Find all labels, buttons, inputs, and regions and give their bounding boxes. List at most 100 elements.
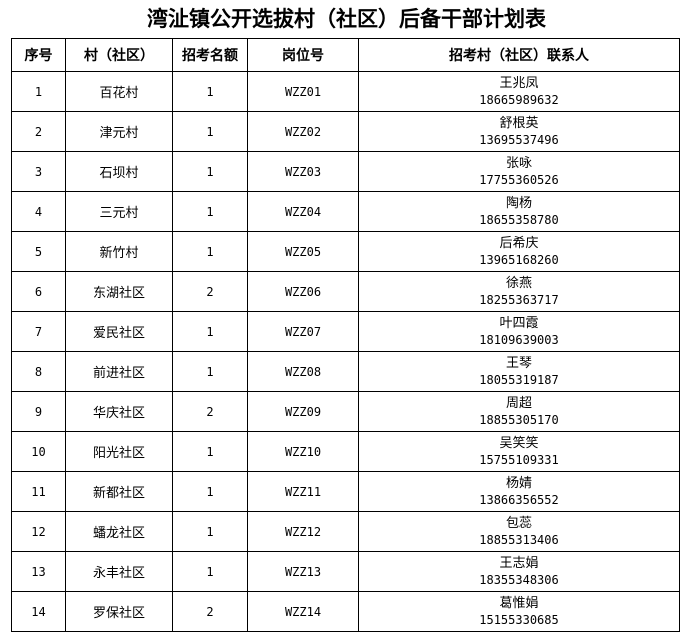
- table-row: 11 新都社区 1 WZZ11 杨婧 13866356552: [11, 471, 680, 512]
- cell-village: 爱民社区: [65, 311, 173, 352]
- cell-post: WZZ01: [247, 71, 359, 112]
- contact-phone: 13965168260: [479, 252, 559, 267]
- cell-contact: 叶四霞 18109639003: [358, 311, 680, 352]
- cell-contact: 陶杨 18655358780: [358, 191, 680, 232]
- contact-name: 张咏: [505, 155, 532, 171]
- table-row: 7 爱民社区 1 WZZ07 叶四霞 18109639003: [11, 311, 680, 352]
- cell-quota: 1: [172, 471, 248, 512]
- cell-quota: 2: [172, 271, 248, 312]
- header-village: 村（社区）: [65, 38, 173, 72]
- contact-phone: 18355348306: [479, 572, 559, 587]
- table-row: 6 东湖社区 2 WZZ06 徐燕 18255363717: [11, 271, 680, 312]
- cell-no: 9: [11, 391, 66, 432]
- table-row: 3 石坝村 1 WZZ03 张咏 17755360526: [11, 151, 680, 192]
- cell-post: WZZ13: [247, 551, 359, 592]
- contact-name: 后希庆: [499, 235, 539, 251]
- contact-phone: 13695537496: [479, 132, 559, 147]
- cell-no: 11: [11, 471, 66, 512]
- cell-village: 蟠龙社区: [65, 511, 173, 552]
- cell-quota: 1: [172, 111, 248, 152]
- cell-post: WZZ03: [247, 151, 359, 192]
- cell-no: 5: [11, 231, 66, 272]
- cell-quota: 1: [172, 71, 248, 112]
- cell-no: 4: [11, 191, 66, 232]
- contact-phone: 13866356552: [479, 492, 559, 507]
- cell-contact: 杨婧 13866356552: [358, 471, 680, 512]
- header-no: 序号: [11, 38, 66, 72]
- contact-name: 杨婧: [505, 475, 532, 491]
- cell-quota: 1: [172, 551, 248, 592]
- header-post: 岗位号: [247, 38, 359, 72]
- cell-quota: 1: [172, 151, 248, 192]
- contact-phone: 17755360526: [479, 172, 559, 187]
- cell-post: WZZ09: [247, 391, 359, 432]
- table-row: 2 津元村 1 WZZ02 舒根英 13695537496: [11, 111, 680, 152]
- contact-phone: 18855313406: [479, 532, 559, 547]
- contact-name: 叶四霞: [499, 315, 539, 331]
- cell-no: 7: [11, 311, 66, 352]
- cell-no: 6: [11, 271, 66, 312]
- cell-post: WZZ04: [247, 191, 359, 232]
- cell-post: WZZ05: [247, 231, 359, 272]
- contact-name: 王琴: [505, 355, 532, 371]
- cell-no: 14: [11, 591, 66, 632]
- cell-quota: 2: [172, 591, 248, 632]
- cell-no: 13: [11, 551, 66, 592]
- cell-contact: 王志娟 18355348306: [358, 551, 680, 592]
- cell-no: 3: [11, 151, 66, 192]
- cell-quota: 1: [172, 431, 248, 472]
- contact-name: 周超: [505, 395, 532, 411]
- cell-quota: 1: [172, 511, 248, 552]
- cell-quota: 1: [172, 191, 248, 232]
- contact-name: 陶杨: [505, 195, 532, 211]
- table-row: 12 蟠龙社区 1 WZZ12 包蕊 18855313406: [11, 511, 680, 552]
- document-title: 湾沚镇公开选拔村（社区）后备干部计划表: [147, 7, 546, 31]
- cell-village: 津元村: [65, 111, 173, 152]
- cell-contact: 吴笑笑 15755109331: [358, 431, 680, 472]
- contact-name: 王兆凤: [499, 75, 539, 91]
- cell-village: 华庆社区: [65, 391, 173, 432]
- cell-post: WZZ10: [247, 431, 359, 472]
- contact-phone: 18055319187: [479, 372, 559, 387]
- cell-post: WZZ12: [247, 511, 359, 552]
- contact-name: 王志娟: [499, 555, 539, 571]
- cell-contact: 徐燕 18255363717: [358, 271, 680, 312]
- table-row: 8 前进社区 1 WZZ08 王琴 18055319187: [11, 351, 680, 392]
- cell-contact: 舒根英 13695537496: [358, 111, 680, 152]
- table-row: 9 华庆社区 2 WZZ09 周超 18855305170: [11, 391, 680, 432]
- cell-quota: 1: [172, 351, 248, 392]
- table-row: 5 新竹村 1 WZZ05 后希庆 13965168260: [11, 231, 680, 272]
- cell-village: 百花村: [65, 71, 173, 112]
- cell-post: WZZ08: [247, 351, 359, 392]
- table-row: 4 三元村 1 WZZ04 陶杨 18655358780: [11, 191, 680, 232]
- cell-quota: 2: [172, 391, 248, 432]
- cell-no: 2: [11, 111, 66, 152]
- contact-phone: 18255363717: [479, 292, 559, 307]
- table-row: 14 罗保社区 2 WZZ14 葛惟娟 15155330685: [11, 591, 680, 632]
- cell-village: 罗保社区: [65, 591, 173, 632]
- contact-phone: 18655358780: [479, 212, 559, 227]
- cell-village: 前进社区: [65, 351, 173, 392]
- cell-village: 三元村: [65, 191, 173, 232]
- contact-name: 舒根英: [499, 115, 539, 131]
- cell-village: 新竹村: [65, 231, 173, 272]
- cell-contact: 葛惟娟 15155330685: [358, 591, 680, 632]
- cell-post: WZZ02: [247, 111, 359, 152]
- cell-contact: 周超 18855305170: [358, 391, 680, 432]
- contact-phone: 15755109331: [479, 452, 559, 467]
- contact-phone: 18109639003: [479, 332, 559, 347]
- cell-no: 1: [11, 71, 66, 112]
- cell-contact: 包蕊 18855313406: [358, 511, 680, 552]
- cell-contact: 王兆凤 18665989632: [358, 71, 680, 112]
- cell-post: WZZ06: [247, 271, 359, 312]
- cell-contact: 后希庆 13965168260: [358, 231, 680, 272]
- contact-phone: 15155330685: [479, 612, 559, 627]
- cell-quota: 1: [172, 231, 248, 272]
- cell-post: WZZ14: [247, 591, 359, 632]
- cell-post: WZZ11: [247, 471, 359, 512]
- cell-village: 石坝村: [65, 151, 173, 192]
- cell-village: 新都社区: [65, 471, 173, 512]
- cell-no: 10: [11, 431, 66, 472]
- header-contact: 招考村（社区）联系人: [358, 38, 680, 72]
- cell-quota: 1: [172, 311, 248, 352]
